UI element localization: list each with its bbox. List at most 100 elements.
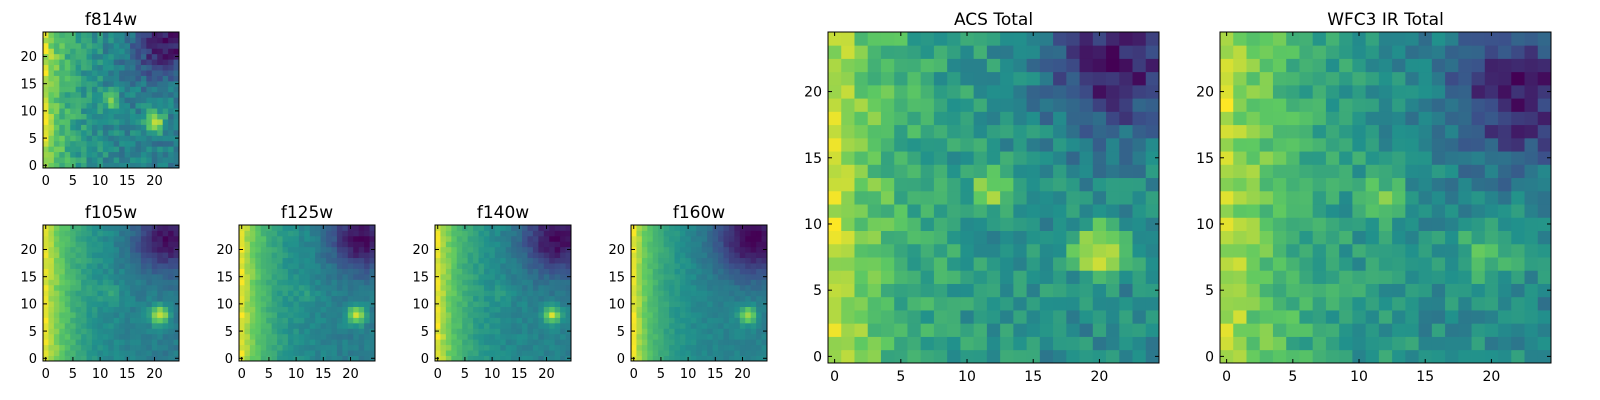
heatmap-cell (287, 252, 294, 259)
heatmap-cell (538, 333, 545, 340)
heatmap-cell (723, 273, 730, 280)
heatmap-cell (707, 241, 713, 248)
heatmap-cell (364, 246, 370, 253)
heatmap-cell (97, 113, 104, 120)
heatmap-cell (641, 225, 648, 231)
heatmap-cell (298, 225, 305, 231)
heatmap-cell (1145, 124, 1160, 139)
heatmap-cell (489, 252, 496, 259)
heatmap-cell (467, 328, 474, 335)
heatmap-cell (1471, 98, 1486, 112)
heatmap-cell (157, 129, 164, 136)
heatmap-cell (933, 58, 948, 73)
heatmap-cell (91, 306, 98, 313)
heatmap-cell (43, 91, 49, 98)
heatmap-cell (560, 235, 566, 242)
heatmap-cell (685, 322, 692, 329)
heatmap-cell (353, 284, 360, 291)
heatmap-cell (81, 301, 87, 307)
heatmap-cell (81, 339, 87, 346)
heatmap-cell (467, 317, 474, 324)
heatmap-cell (1000, 230, 1014, 245)
heatmap-cell (135, 97, 142, 104)
heatmap-cell (538, 339, 545, 346)
heatmap-cell (483, 230, 490, 237)
heatmap-cell (168, 91, 174, 98)
y-tick-label: 20 (804, 85, 822, 101)
heatmap-cell (1524, 217, 1539, 231)
heatmap-cell (500, 312, 507, 318)
heatmap-cell (750, 339, 757, 346)
heatmap-cell (734, 263, 741, 269)
heatmap-cell (304, 350, 311, 356)
heatmap-cell (102, 124, 109, 131)
heatmap-cell (920, 45, 935, 59)
heatmap-cell (538, 284, 545, 291)
heatmap-cell (456, 273, 463, 280)
heatmap-cell (841, 45, 855, 59)
heatmap-cell (960, 137, 975, 152)
heatmap-cell (1312, 230, 1327, 245)
heatmap-cell (500, 230, 507, 237)
heatmap-cell (1339, 111, 1353, 126)
heatmap-cell (451, 312, 458, 318)
y-tick-label: 20 (216, 243, 233, 258)
heatmap-cell (287, 355, 294, 362)
heatmap-cell (151, 124, 158, 131)
heatmap-cell (652, 268, 659, 275)
heatmap-cell (960, 58, 975, 73)
heatmap-cell (97, 135, 104, 142)
heatmap-cell (734, 241, 741, 248)
heatmap-cell (358, 279, 365, 286)
heatmap-cell (1092, 283, 1107, 298)
heatmap-cell (1458, 58, 1472, 73)
heatmap-cell (135, 344, 142, 351)
heatmap-cell (723, 322, 730, 329)
heatmap-cell (124, 252, 131, 259)
heatmap-cell (249, 246, 256, 253)
heatmap-cell (168, 322, 174, 329)
heatmap-cell (674, 279, 681, 286)
heatmap-cell (271, 268, 278, 275)
heatmap-cell (456, 268, 463, 275)
heatmap-cell (473, 246, 479, 253)
x-tick-label: 20 (146, 174, 163, 189)
heatmap-cell (298, 241, 305, 248)
heatmap-cell (59, 162, 66, 169)
heatmap-cell (151, 119, 158, 125)
heatmap-cell (1325, 257, 1340, 271)
heatmap-cell (70, 295, 77, 302)
heatmap-cell (124, 257, 131, 264)
heatmap-cell (1405, 270, 1419, 284)
heatmap-cell (342, 225, 349, 231)
heatmap-cell (124, 317, 131, 324)
heatmap-cell (48, 306, 55, 313)
heatmap-cell (1299, 230, 1314, 245)
heatmap-cell (1445, 164, 1459, 179)
x-tick-label: 0 (42, 174, 50, 189)
heatmap-cell (157, 295, 164, 302)
heatmap-cell (505, 273, 512, 280)
heatmap-cell (663, 350, 670, 356)
heatmap-cell (75, 344, 82, 351)
heatmap-cell (1498, 310, 1512, 324)
heatmap-cell (494, 328, 501, 335)
heatmap-cell (91, 119, 98, 125)
heatmap-cell (973, 98, 988, 112)
heatmap-cell (554, 339, 561, 346)
heatmap-cell (973, 71, 988, 86)
heatmap-cell (1445, 98, 1459, 112)
heatmap-cell (690, 246, 697, 253)
heatmap-cell (59, 268, 66, 275)
heatmap-cell (1524, 58, 1539, 73)
heatmap-cell (64, 317, 71, 324)
heatmap-cell (1079, 204, 1094, 218)
heatmap-cell (880, 151, 895, 165)
heatmap-cell (1405, 296, 1419, 311)
heatmap-cell (511, 350, 517, 356)
heatmap-cell (168, 64, 174, 71)
heatmap-cell (130, 333, 136, 340)
heatmap-cell (102, 146, 109, 153)
heatmap-cell (271, 295, 278, 302)
heatmap-cell (70, 263, 77, 269)
